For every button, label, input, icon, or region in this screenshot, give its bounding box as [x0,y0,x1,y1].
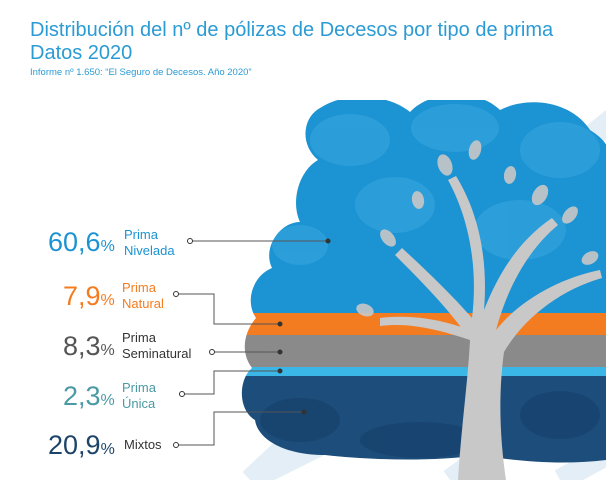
title-line-1: Distribución del nº de pólizas de Deceso… [30,19,554,41]
tree-leaves [356,140,599,317]
label-seminatural: Prima Seminatural [122,330,192,361]
label-nivelada: Prima Nivelada [124,227,175,258]
label-unica: Prima Única [122,380,156,411]
value-unica: 2,3% [63,381,115,411]
report-subtitle: Informe nº 1.650: “El Seguro de Decesos.… [30,67,252,78]
value-natural: 7,9% [63,281,115,311]
leader-natural [176,293,280,325]
leader-lines [176,240,328,446]
tree-trunk [380,176,602,480]
value-mixtos: 20,9% [48,430,115,460]
canopy-highlights [272,104,600,265]
chart-title: Distribución del nº de pólizas de Deceso… [30,19,553,65]
label-natural: Prima Natural [122,280,164,311]
mixtos-texture [260,391,600,458]
value-seminatural: 8,3% [63,331,115,361]
label-mixtos: Mixtos [124,437,162,452]
leader-endpoints [173,238,331,448]
title-line-2: Datos 2020 [30,42,133,64]
value-nivelada: 60,6% [48,227,115,257]
seminatural-texture [270,338,580,364]
band-unica [241,367,606,376]
leader-unica [182,370,280,395]
leader-mixtos [176,411,304,446]
band-seminatural [241,335,606,367]
